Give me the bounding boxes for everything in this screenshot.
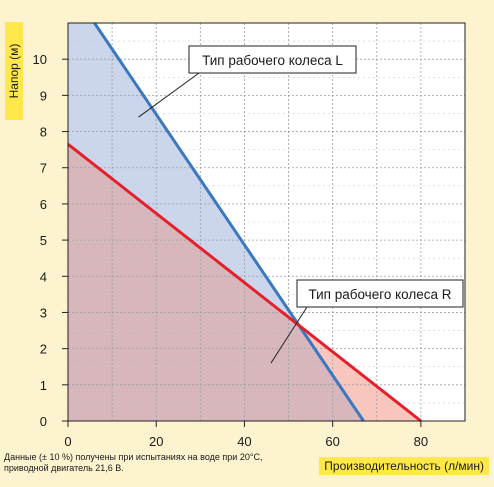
y-tick-label: 2 [40,342,47,357]
series-line-L [93,22,365,422]
annotation-label: Тип рабочего колеса R [308,287,451,302]
annotation-box [296,279,464,308]
y-tick-label: 6 [40,197,47,212]
test-conditions-note: Данные (± 10 %) получены при испытаниях … [4,452,263,473]
annotation-label: Тип рабочего колеса L [202,53,343,68]
x-tick-label: 80 [414,434,428,449]
y-tick-label: 0 [40,414,47,429]
y-tick-label: 9 [40,88,47,103]
annotation-pointer [138,72,200,118]
y-axis-label: Напор (м) [7,43,21,99]
annotation-box [188,45,357,74]
y-tick-label: 10 [33,52,47,67]
x-tick-label: 60 [325,434,339,449]
series-line-R [67,143,422,423]
y-tick-label: 8 [40,125,47,140]
x-axis-label: Производительность (л/мин) [319,457,489,475]
x-tick-label: 40 [237,434,251,449]
plot-frame [67,22,466,422]
x-tick-label: 0 [64,434,71,449]
annotation-pointer [270,306,308,364]
y-tick-label: 1 [40,378,47,393]
y-tick-label: 4 [40,269,47,284]
y-tick-label: 3 [40,305,47,320]
series-fill-overlap [68,144,364,421]
y-tick-label: 5 [40,233,47,248]
y-tick-label: 7 [40,161,47,176]
x-tick-label: 20 [149,434,163,449]
y-axis-label-box [5,22,23,120]
